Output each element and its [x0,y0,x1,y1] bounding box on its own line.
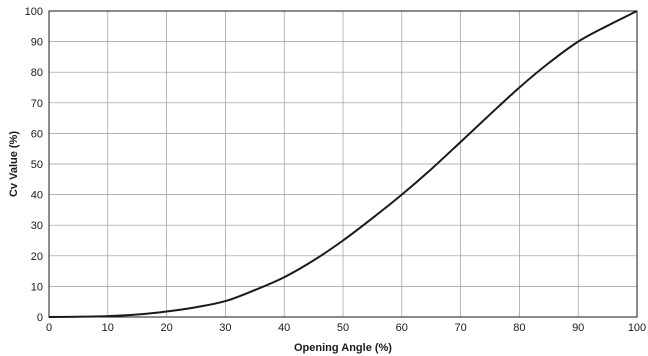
x-tick-label: 100 [628,322,646,334]
y-tick-label: 10 [31,281,43,293]
x-tick-label: 30 [219,322,231,334]
y-tick-label: 100 [25,6,43,18]
y-tick-label: 90 [31,37,43,49]
x-tick-label: 50 [337,322,349,334]
x-tick-label: 70 [454,322,466,334]
x-tick-label: 90 [572,322,584,334]
y-tick-label: 80 [31,67,43,79]
x-tick-label: 60 [396,322,408,334]
series-line [48,10,638,318]
y-axis-title: Cv Value (%) [8,131,20,197]
y-tick-label: 70 [31,98,43,110]
y-tick-label: 20 [31,251,43,263]
x-tick-label: 10 [102,322,114,334]
series-layer [48,10,638,318]
y-axis-ticks: 0 10 20 30 40 50 60 70 80 90 100 [25,6,43,324]
grid [48,10,638,318]
x-tick-label: 0 [46,322,52,334]
y-tick-label: 50 [31,159,43,171]
y-tick-label: 60 [31,128,43,140]
x-axis-title: Opening Angle (%) [294,342,392,354]
plot-frame [48,10,638,318]
y-tick-label: 30 [31,220,43,232]
y-tick-label: 40 [31,190,43,202]
x-tick-label: 40 [278,322,290,334]
y-tick-label: 0 [37,312,43,324]
x-tick-label: 20 [160,322,172,334]
x-tick-label: 80 [513,322,525,334]
x-axis-ticks: 0 10 20 30 40 50 60 70 80 90 100 [46,322,646,334]
